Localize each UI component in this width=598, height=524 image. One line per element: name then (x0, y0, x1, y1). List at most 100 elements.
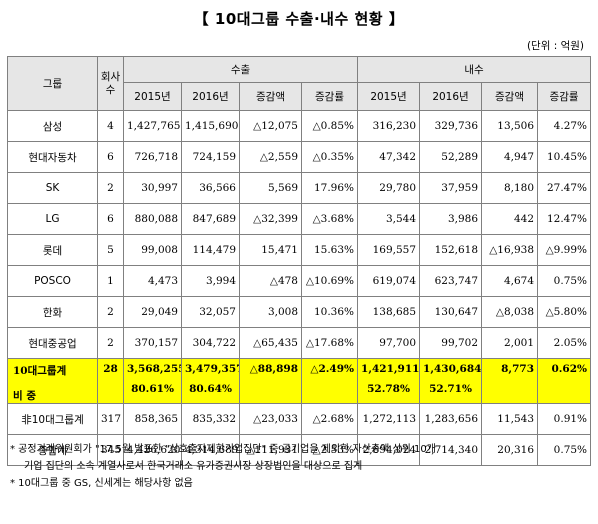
top10-name-cell: 10대그룹계 비 중 (7, 358, 98, 404)
footnote-1-line-1: * 공정거래위원회가 "17.5월 발표한 "상호출자제한기업집단" 중 공기업… (10, 444, 436, 455)
top10-count: 28 (97, 358, 124, 404)
non-top10-row: 非10대그룹계 317 858,365 835,332 △23,033 △2.6… (7, 403, 592, 435)
table-row: 현대중공업 2 370,157 304,722 △65,435 △17.68% 97,700… (7, 327, 592, 359)
company-count: 6 (97, 203, 124, 235)
header-domestic-2015: 2015년 (357, 82, 421, 111)
table-row: SK 2 30,997 36,566 5,569 17.96% 29,780 37,959 8,… (7, 172, 592, 204)
non-top10-domestic-change-amt: 11,543 (481, 403, 539, 435)
domestic-2015: 316,230 (357, 110, 421, 142)
export-2015: 29,049 (123, 296, 182, 328)
header-domestic: 내수 (357, 56, 592, 83)
domestic-change-rate: 4.27% (537, 110, 592, 142)
header-domestic-change-amt: 증감액 (481, 82, 539, 111)
domestic-2016: 329,736 (419, 110, 483, 142)
non-top10-domestic-2016: 1,283,656 (419, 403, 483, 435)
group-name: 롯데 (7, 234, 98, 266)
header-export-change-amt: 증감액 (239, 82, 302, 111)
domestic-2016: 99,702 (419, 327, 483, 359)
top10-export-2016-share: 80.64% (189, 383, 232, 395)
table-row: 삼성 4 1,427,765 1,415,690 △12,075 △0.85% 316,23… (7, 110, 592, 142)
domestic-2015: 3,544 (357, 203, 421, 235)
header-row-2: 2015년 2016년 증감액 증감률 2015년 2016년 증감액 증감률 (8, 82, 592, 111)
export-2016: 724,159 (181, 141, 240, 173)
domestic-2016: 52,289 (419, 141, 483, 173)
top10-domestic-change-rate: 0.62% (537, 358, 592, 404)
grand-total-domestic-2015: 2,694,024 (357, 434, 421, 466)
header-export-2015: 2015년 (123, 82, 182, 111)
company-count: 1 (97, 265, 124, 297)
top10-export-2016: 3,479,357 80.64% (181, 358, 240, 404)
company-count: 4 (97, 110, 124, 142)
export-change-amt: 15,471 (239, 234, 302, 266)
page-title: 【 10대그룹 수출·내수 현황 】 (193, 10, 405, 28)
non-top10-domestic-change-rate: 0.91% (537, 403, 592, 435)
top10-export-2015-share: 80.61% (131, 383, 174, 395)
group-name: POSCO (7, 265, 98, 297)
export-2015: 726,718 (123, 141, 182, 173)
export-2015: 4,473 (123, 265, 182, 297)
grand-total-domestic-2016: 2,714,340 (419, 434, 483, 466)
header-domestic-2016: 2016년 (419, 82, 483, 111)
top10-total-row: 10대그룹계 비 중 28 3,568,255 80.61% 3,479,357 8… (7, 358, 592, 404)
domestic-change-amt: 2,001 (481, 327, 539, 359)
export-change-amt: △2,559 (239, 141, 302, 173)
non-top10-name: 非10대그룹계 (7, 403, 98, 435)
non-top10-domestic-2015: 1,272,113 (357, 403, 421, 435)
table-row: LG 6 880,088 847,689 △32,399 △3.68% 3,544 3,986… (7, 203, 592, 235)
export-2016: 847,689 (181, 203, 240, 235)
unit-label: (단위 : 억원) (526, 40, 584, 52)
top10-name: 10대그룹계 (13, 365, 67, 377)
grand-total-export-change-amt: △111,931 (239, 434, 302, 466)
grand-total-export-2015: 4,426,620 (123, 434, 182, 466)
header-export-change-rate: 증감률 (300, 82, 359, 111)
top10-export-change-rate: △2.49% (300, 358, 359, 404)
export-change-rate: △0.85% (300, 110, 359, 142)
company-count: 2 (97, 296, 124, 328)
domestic-change-rate: 10.45% (537, 141, 592, 173)
domestic-2015: 619,074 (357, 265, 421, 297)
header-count: 회사수 (97, 56, 124, 111)
domestic-change-amt: 4,674 (481, 265, 539, 297)
grand-total-name: 총합계 (7, 434, 98, 466)
export-change-rate: △3.68% (300, 203, 359, 235)
export-change-rate: △17.68% (300, 327, 359, 359)
export-change-amt: △478 (239, 265, 302, 297)
grand-total-export-2016: 4,314,689 (181, 434, 240, 466)
domestic-change-amt: 8,180 (481, 172, 539, 204)
non-top10-count: 317 (97, 403, 124, 435)
domestic-change-amt: 442 (481, 203, 539, 235)
company-count: 6 (97, 141, 124, 173)
export-change-amt: 3,008 (239, 296, 302, 328)
export-change-rate: 17.96% (300, 172, 359, 204)
grand-total-row: 총합계 345 4,426,620 4,314,689 △111,931 △2.… (7, 434, 592, 466)
export-change-amt: △12,075 (239, 110, 302, 142)
header-export-2016: 2016년 (181, 82, 240, 111)
export-2016: 114,479 (181, 234, 240, 266)
export-2015: 99,008 (123, 234, 182, 266)
table-row: 현대자동차 6 726,718 724,159 △2,559 △0.35% 47,342 52… (7, 141, 592, 173)
group-name: LG (7, 203, 98, 235)
domestic-change-rate: 2.05% (537, 327, 592, 359)
export-change-rate: △0.35% (300, 141, 359, 173)
group-name: 한화 (7, 296, 98, 328)
export-change-amt: 5,569 (239, 172, 302, 204)
top10-share-label: 비 중 (13, 390, 36, 402)
domestic-change-rate: 27.47% (537, 172, 592, 204)
domestic-change-rate: △9.99% (537, 234, 592, 266)
table-row: POSCO 1 4,473 3,994 △478 △10.69% 619,074 623,74… (7, 265, 592, 297)
export-2015: 880,088 (123, 203, 182, 235)
domestic-2015: 97,700 (357, 327, 421, 359)
non-top10-export-change-rate: △2.68% (300, 403, 359, 435)
table-row: 롯데 5 99,008 114,479 15,471 15.63% 169,557 152,6… (7, 234, 592, 266)
export-change-amt: △65,435 (239, 327, 302, 359)
domestic-2016: 623,747 (419, 265, 483, 297)
company-count: 5 (97, 234, 124, 266)
domestic-2016: 152,618 (419, 234, 483, 266)
footnote-2: * 10대그룹 중 GS, 신세계는 해당사항 없음 (10, 478, 193, 489)
domestic-2015: 138,685 (357, 296, 421, 328)
top10-export-2015: 3,568,255 80.61% (123, 358, 182, 404)
group-name: SK (7, 172, 98, 204)
export-2016: 36,566 (181, 172, 240, 204)
domestic-change-amt: 4,947 (481, 141, 539, 173)
export-2015: 1,427,765 (123, 110, 182, 142)
